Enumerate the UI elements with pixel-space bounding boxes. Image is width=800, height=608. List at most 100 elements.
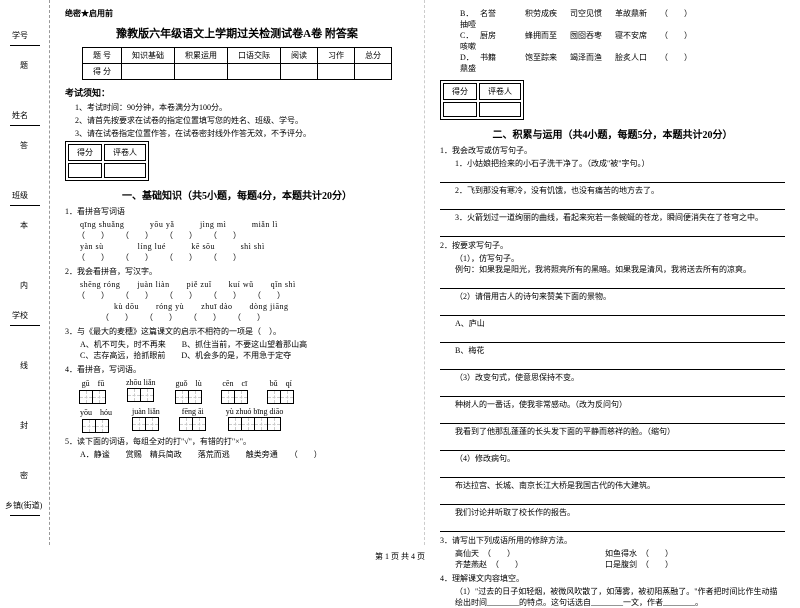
s2q1: 1．我会改写或仿写句子。 xyxy=(440,145,785,156)
answer-line[interactable] xyxy=(440,358,785,370)
scorer-box: 得分评卷人 xyxy=(65,141,149,181)
scorer-person: 评卷人 xyxy=(104,144,146,161)
q2-item: （3）改变句式，使意思保持不变。 xyxy=(455,372,785,383)
spine-char: 密 xyxy=(20,470,28,481)
answer-line[interactable] xyxy=(440,493,785,505)
s2q2: 2．按要求写句子。 xyxy=(440,240,785,251)
q2-item: 我看到了他那乱蓬蓬的长头发下面的平静而慈祥的脸。（缩句） xyxy=(455,426,785,437)
spine-field[interactable] xyxy=(10,125,40,126)
pinyin-row: yàn sù líng lué kē sōu shì shì xyxy=(80,241,409,252)
q5-opt: A．静谧 赏赐 精兵简政 落荒而逃 触类旁通 （ ） xyxy=(80,449,409,460)
char-grid[interactable] xyxy=(222,390,248,404)
answer-line[interactable] xyxy=(440,331,785,343)
scorer-cell[interactable] xyxy=(479,102,521,117)
th: 积累运用 xyxy=(175,48,228,64)
char-grid[interactable] xyxy=(128,388,154,402)
spine-char: 封 xyxy=(20,420,28,431)
scorer-box: 得分评卷人 xyxy=(440,80,524,120)
scorer-score: 得分 xyxy=(443,83,477,100)
th: 口语交际 xyxy=(228,48,281,64)
answer-line[interactable] xyxy=(440,225,785,237)
spine-char: 答 xyxy=(20,140,28,151)
spine-label: 班级 xyxy=(12,190,28,201)
char-grid[interactable] xyxy=(176,390,202,404)
td: 得 分 xyxy=(83,64,122,80)
q2-item: 我们讨论并听取了校长作的报告。 xyxy=(455,507,785,518)
th: 总分 xyxy=(355,48,392,64)
answer-line[interactable] xyxy=(440,277,785,289)
answer-line[interactable] xyxy=(440,385,785,397)
q5-continued: B．抽噎名誉积劳成疾司空见惯革故鼎新（ ）C．咳嗽厨房蜂拥而至囫囵吞枣寝不安席（… xyxy=(440,8,785,74)
s2q3: 3．请写出下列成语所用的修辞方法。 xyxy=(440,535,785,546)
grid-pinyin: fēng āi xyxy=(182,407,204,416)
answer-line[interactable] xyxy=(440,520,785,532)
td[interactable] xyxy=(281,64,318,80)
char-grid[interactable] xyxy=(80,390,106,404)
scorer-cell[interactable] xyxy=(68,163,102,178)
notice-item: 2、请首先按要求在试卷的指定位置填写您的姓名、班级、学号。 xyxy=(75,115,409,126)
q2-item: 布达拉宫、长城、南京长江大桥是我国古代的伟大建筑。 xyxy=(455,480,785,491)
q4: 4．看拼音，写词语。 xyxy=(65,364,409,375)
s2q4-text: （1）"过去的日子如轻烟，被微风吹散了，如薄雾，被初阳蒸融了。"作者把时间比作生… xyxy=(455,586,785,608)
option-row: B．抽噎名誉积劳成疾司空见惯革故鼎新（ ） xyxy=(460,8,785,30)
char-grid[interactable] xyxy=(83,419,109,433)
paren-row[interactable]: （ ）（ ）（ ）（ ） xyxy=(77,252,409,263)
s2q1-item: 2．飞到那没有寒冷，没有饥饿，也没有痛苦的地方去了。 xyxy=(455,185,785,196)
char-grid[interactable] xyxy=(180,417,206,431)
th: 题 号 xyxy=(83,48,122,64)
pinyin-row: qīng shuǎng yōu yǎ jìng mì miǎn lì xyxy=(80,219,409,230)
q2-example: 例句：如果我是阳光，我将照亮所有的黑暗。如果我是清风，我将送去所有的凉爽。 xyxy=(455,264,785,275)
answer-line[interactable] xyxy=(440,439,785,451)
spine-field[interactable] xyxy=(10,325,40,326)
binding-spine: 学号 题 姓名 答 班级 本 内 学校 线 封 密 乡镇(街道) xyxy=(0,0,50,545)
q5: 5．读下面的词语，每组全对的打"√"，有错的打"×"。 xyxy=(65,436,409,447)
td[interactable] xyxy=(355,64,392,80)
td[interactable] xyxy=(228,64,281,80)
paren-row[interactable]: （ ）（ ）（ ）（ ）（ ） xyxy=(77,290,409,301)
scorer-score: 得分 xyxy=(68,144,102,161)
pinyin-row: shēng róng juàn liàn piě zuǐ kuí wǔ qǐn … xyxy=(80,279,409,290)
q2-item: （2）请借用古人的诗句来赞美下面的景物。 xyxy=(455,291,785,302)
answer-line[interactable] xyxy=(440,171,785,183)
spine-field[interactable] xyxy=(10,515,40,516)
paren-row[interactable]: （ ）（ ）（ ）（ ） xyxy=(77,312,409,323)
grid-pinyin: guǒ lù xyxy=(176,378,202,389)
s2q1-item: 3．火箭划过一道绚丽的曲线，看起来宛若一条蜿蜒的苍龙，瞬间便消失在了苍穹之中。 xyxy=(455,212,785,223)
answer-line[interactable] xyxy=(440,466,785,478)
char-grids: gū fūzhōu liǎnguǒ lùcēn cībǔ qíyōu hóuju… xyxy=(65,378,409,433)
spine-label: 姓名 xyxy=(12,110,28,121)
grid-pinyin: gū fū xyxy=(82,378,105,389)
spine-label: 乡镇(街道) xyxy=(5,500,42,511)
spine-char: 内 xyxy=(20,280,28,291)
char-grid[interactable] xyxy=(268,390,294,404)
spine-char: 题 xyxy=(20,60,28,71)
grid-pinyin: yōu hóu xyxy=(80,407,112,418)
spine-field[interactable] xyxy=(10,205,40,206)
char-grid[interactable] xyxy=(133,417,159,431)
q2-item: 种树人的一番话，使我非常感动。（改为反问句） xyxy=(455,399,785,410)
notice-item: 1、考试时间：90分钟，本卷满分为100分。 xyxy=(75,102,409,113)
spine-char: 本 xyxy=(20,220,28,231)
th: 阅读 xyxy=(281,48,318,64)
scorer-cell[interactable] xyxy=(443,102,477,117)
grid-pinyin: yù zhuó bīng diāo xyxy=(226,407,284,416)
char-grid[interactable] xyxy=(229,417,281,431)
q2: 2．我会看拼音，写汉字。 xyxy=(65,266,409,277)
answer-line[interactable] xyxy=(440,198,785,210)
td[interactable] xyxy=(175,64,228,80)
scorer-person: 评卷人 xyxy=(479,83,521,100)
page-footer: 第 1 页 共 4 页 xyxy=(0,551,800,562)
q1: 1．看拼音写词语 xyxy=(65,206,409,217)
td[interactable] xyxy=(122,64,175,80)
q3-opts: C、志存高远，拾抓眼前 D、机会多的是，不用急于定夺 xyxy=(80,350,409,361)
td[interactable] xyxy=(318,64,355,80)
answer-line[interactable] xyxy=(440,304,785,316)
answer-line[interactable] xyxy=(440,412,785,424)
option-row: C．咳嗽厨房蜂拥而至囫囵吞枣寝不安席（ ） xyxy=(460,30,785,52)
paren-row[interactable]: （ ）（ ）（ ）（ ） xyxy=(77,230,409,241)
pinyin-row: kù dōu róng yù zhuī dào dòng jiāng xyxy=(80,301,409,312)
scorer-cell[interactable] xyxy=(104,163,146,178)
spine-field[interactable] xyxy=(10,45,40,46)
score-table: 题 号 知识基础 积累运用 口语交际 阅读 习作 总分 得 分 xyxy=(82,47,392,80)
notice-title: 考试须知： xyxy=(65,86,409,99)
